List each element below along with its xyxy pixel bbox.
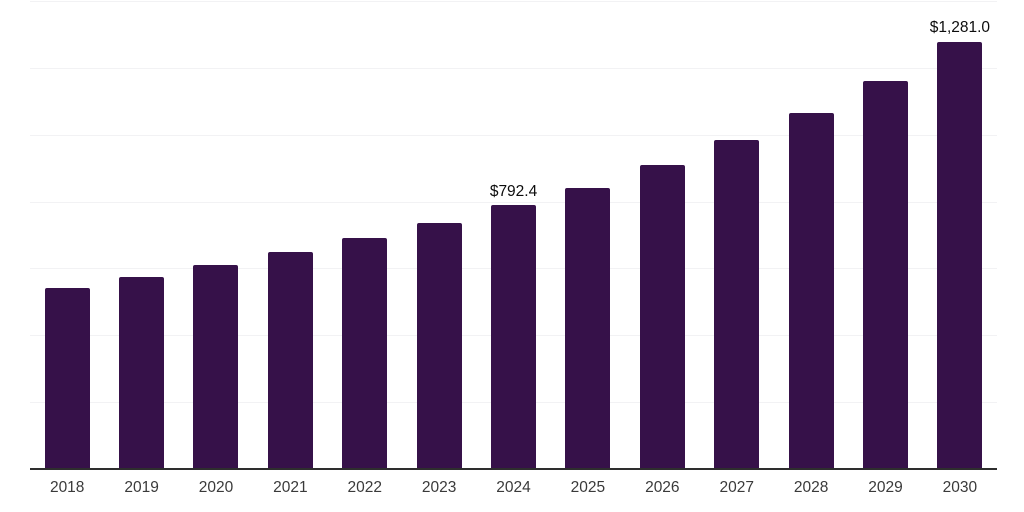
bar-group-2025: 2025 xyxy=(551,0,625,495)
bar-value-label-2030: $1,281.0 xyxy=(929,19,991,37)
bar-value-label-2024: $792.4 xyxy=(489,182,538,200)
bar-group-2028: 2028 xyxy=(774,0,848,495)
x-axis-line xyxy=(30,468,997,470)
bar-2021 xyxy=(267,252,313,470)
x-tick-label-2019: 2019 xyxy=(124,479,159,496)
bar-2018 xyxy=(44,288,90,470)
x-tick-label-2030: 2030 xyxy=(942,479,978,496)
bar-group-2026: 2026 xyxy=(625,0,699,495)
bar-group-2022: 2022 xyxy=(328,0,402,495)
bar-group-2021: 2021 xyxy=(253,0,327,495)
bar-2028 xyxy=(788,113,834,470)
bar-2026 xyxy=(639,164,685,470)
x-tick-label-2027: 2027 xyxy=(719,479,754,496)
bars-container: 2018 2019 2020 2021 2022 2023 $792.4 2024 2025 20… xyxy=(30,0,997,495)
bar-group-2019: 2019 xyxy=(104,0,178,495)
bar-group-2024: $792.4 2024 xyxy=(476,0,550,495)
gridline-1400 xyxy=(30,1,997,2)
x-tick-label-2029: 2029 xyxy=(868,479,903,496)
x-tick-label-2021: 2021 xyxy=(273,479,308,496)
bar-2025 xyxy=(565,187,611,470)
bar-2022 xyxy=(342,238,388,470)
x-tick-label-2028: 2028 xyxy=(793,479,829,496)
bar-group-2027: 2027 xyxy=(700,0,774,495)
x-tick-label-2023: 2023 xyxy=(421,479,457,496)
x-tick-label-2024: 2024 xyxy=(496,479,531,496)
gridline-1200 xyxy=(30,67,997,69)
bar-group-2023: 2023 xyxy=(402,0,476,495)
bar-2027 xyxy=(714,140,760,470)
bar-group-2029: 2029 xyxy=(848,0,922,495)
gridline-1000 xyxy=(30,134,997,136)
x-tick-label-2020: 2020 xyxy=(198,479,234,496)
bar-2030 xyxy=(937,41,983,470)
x-tick-label-2025: 2025 xyxy=(570,479,606,496)
bar-group-2020: 2020 xyxy=(179,0,253,495)
bar-2024 xyxy=(491,205,537,470)
bar-2029 xyxy=(862,80,908,470)
x-tick-label-2018: 2018 xyxy=(49,479,85,496)
gridline-800 xyxy=(30,201,997,203)
plot-area: 2018 2019 2020 2021 2022 2023 $792.4 2024 2025 20… xyxy=(30,0,997,495)
bar-2023 xyxy=(416,223,462,470)
x-tick-label-2022: 2022 xyxy=(347,479,382,496)
bar-group-2018: 2018 xyxy=(30,0,104,495)
x-tick-label-2026: 2026 xyxy=(645,479,680,496)
bar-2020 xyxy=(193,265,239,470)
bar-group-2030: $1,281.0 2030 xyxy=(923,0,997,495)
bar-2019 xyxy=(119,277,165,470)
